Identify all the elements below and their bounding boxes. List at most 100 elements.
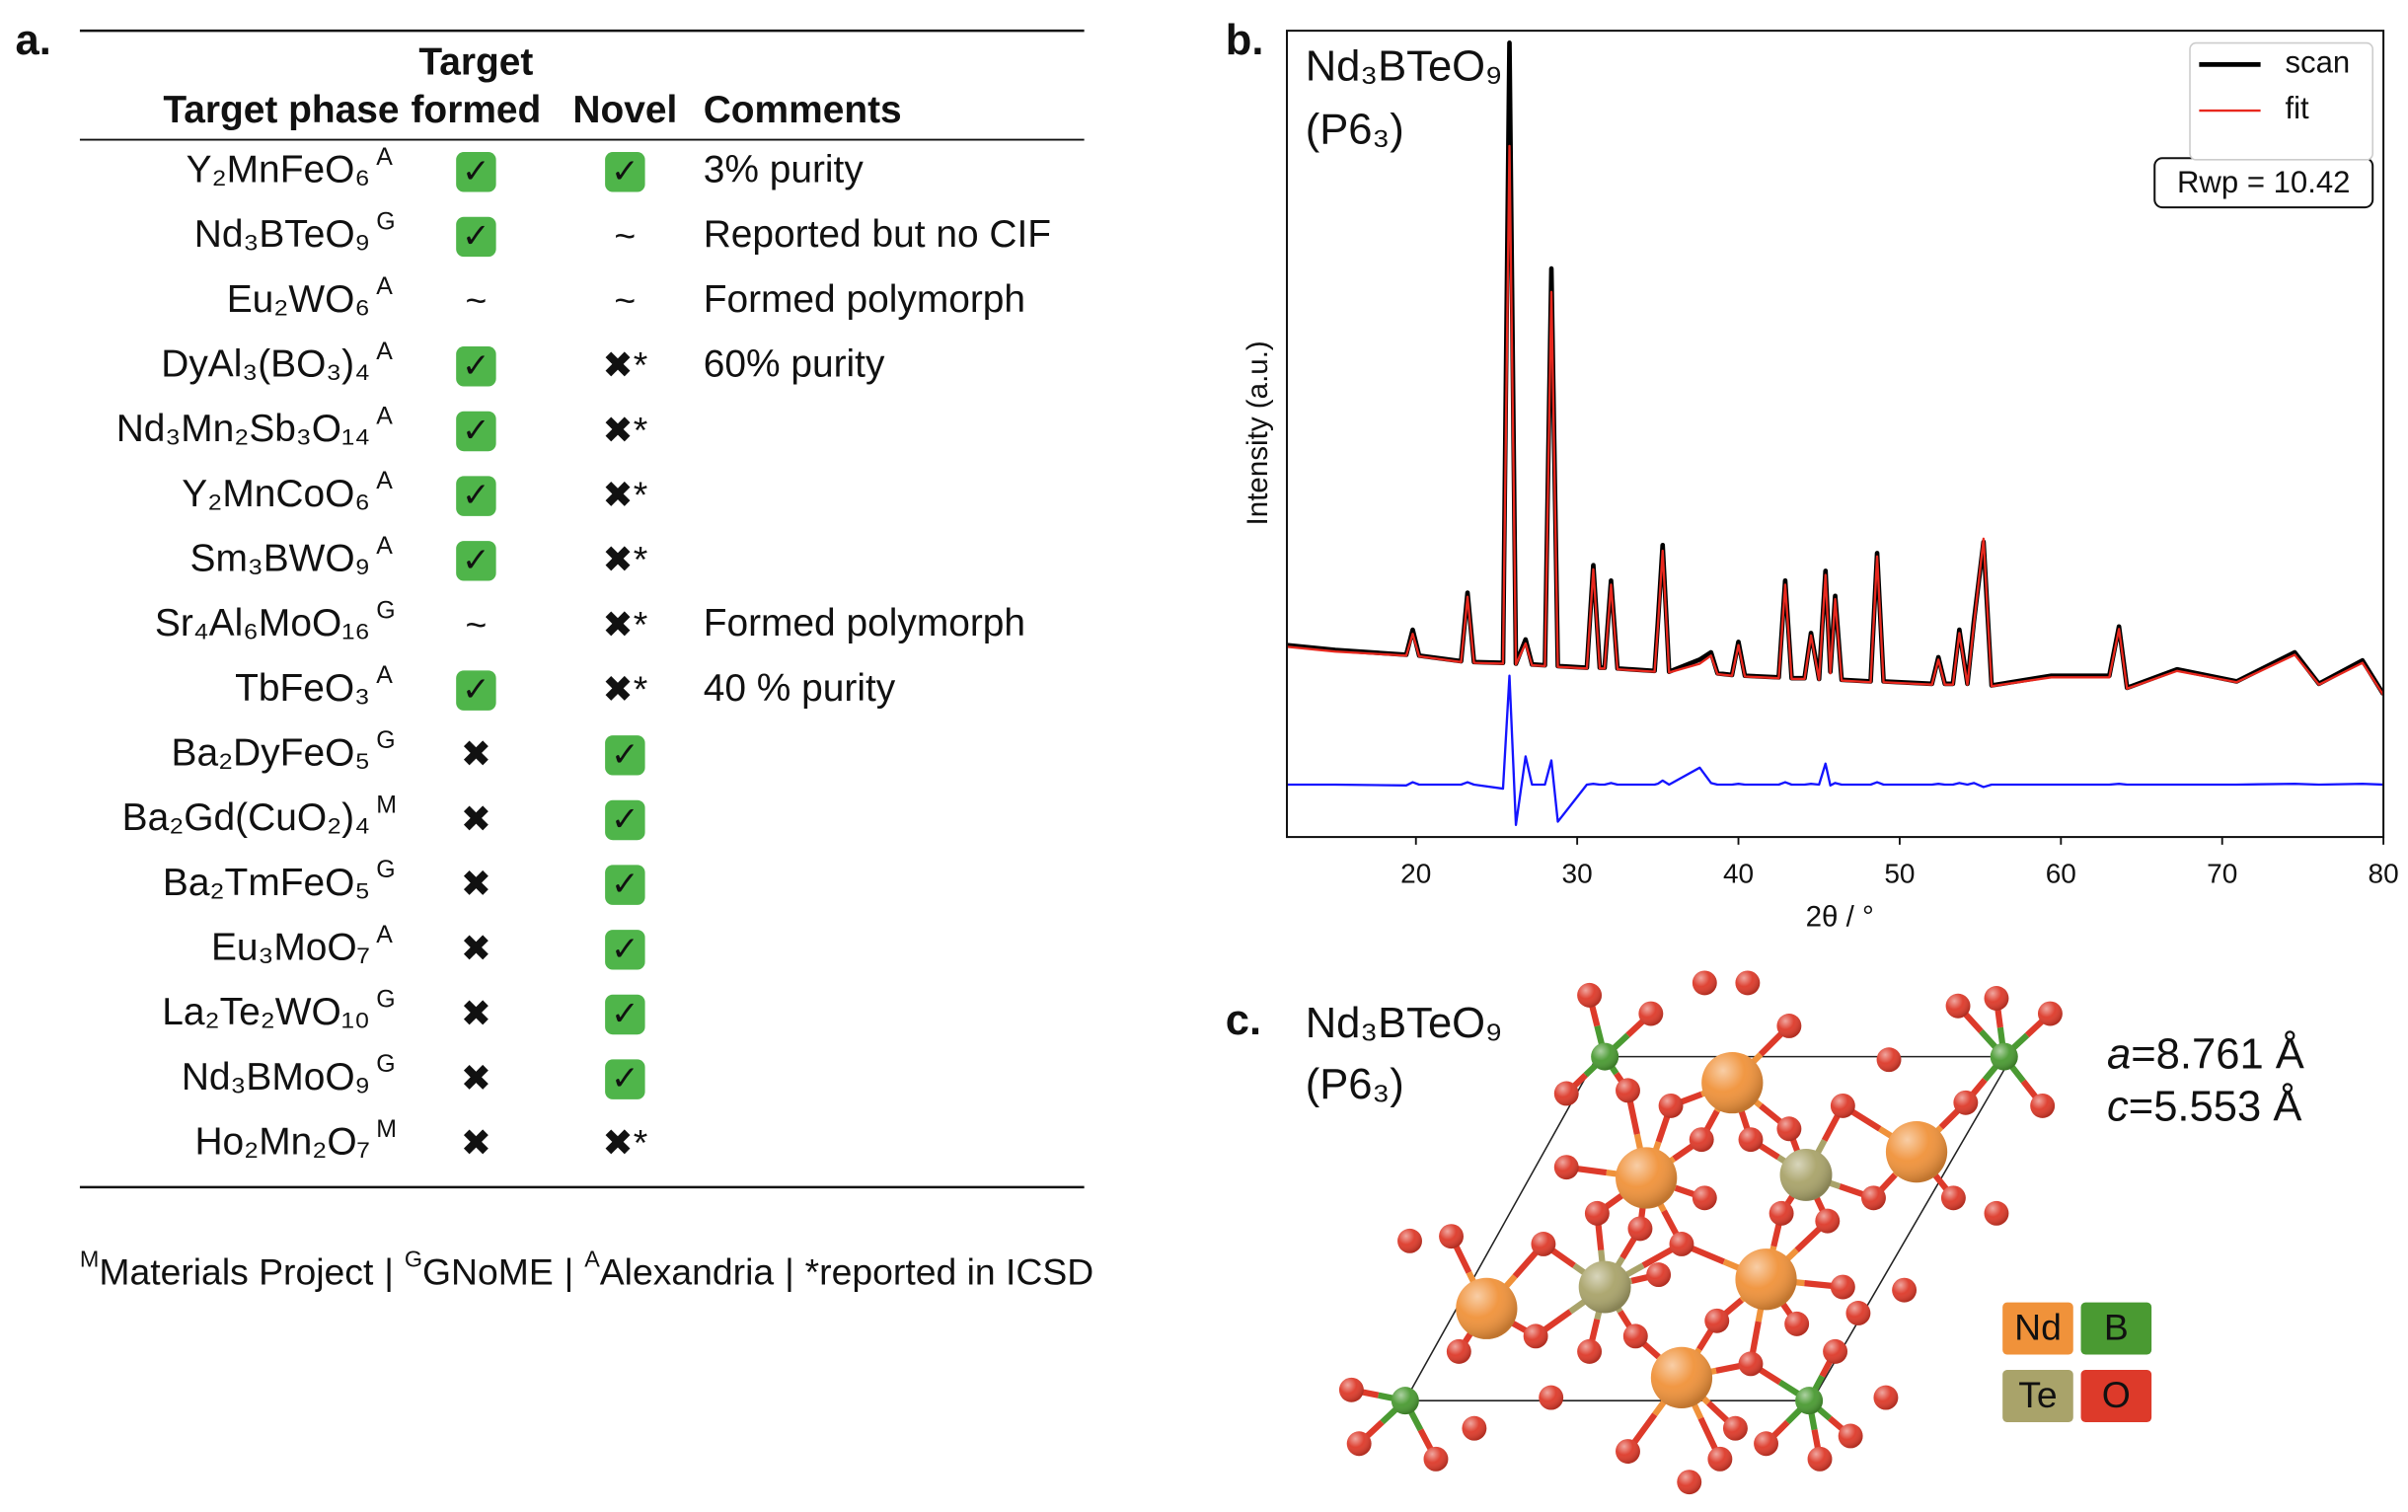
target-phase: Ho₂Mn₂O₇: [194, 1121, 370, 1164]
atom-shade: [1692, 1185, 1717, 1211]
atom-shade: [1784, 1311, 1810, 1336]
source-marker: A: [376, 921, 393, 948]
status: ✓: [611, 153, 640, 190]
x-axis-label: 2θ / °: [1806, 900, 1874, 933]
atom-shade: [1658, 1093, 1684, 1118]
element-label: B: [2104, 1306, 2129, 1347]
lattice-symbol: a: [2107, 1030, 2131, 1078]
comment: 60% purity: [704, 343, 885, 386]
panel-label: b.: [1226, 17, 1264, 64]
legend-label: fit: [2286, 91, 2310, 125]
atom-shade: [1423, 1446, 1449, 1472]
atom-shade: [1397, 1228, 1422, 1253]
lattice-parameter: a=8.761 Å: [2107, 1029, 2304, 1078]
chart-subtitle: (P6₃): [1306, 106, 1404, 153]
atom-shade: [1627, 1216, 1653, 1242]
structure-title: Nd₃BTeO₉: [1306, 1000, 1503, 1047]
footnote-sup: A: [584, 1247, 600, 1272]
check-box: [605, 930, 645, 970]
target-phase: Nd₃Mn₂Sb₃O₁₄: [116, 408, 370, 450]
source-marker: M: [376, 792, 397, 819]
element-swatch: [2080, 1302, 2152, 1355]
source-marker: A: [376, 272, 393, 300]
comment: 40 % purity: [704, 667, 896, 710]
atom-shade: [1776, 1014, 1802, 1038]
plot-frame: [1286, 30, 2385, 839]
lattice-parameter: c=5.553 Å: [2107, 1082, 2301, 1130]
footnote-text: Materials Project: [99, 1250, 374, 1292]
source-marker: A: [376, 467, 393, 494]
atom-shade: [1823, 1338, 1848, 1364]
footnote-text: Alexandria: [600, 1250, 775, 1292]
atom-shade: [1523, 1323, 1548, 1349]
target-phase: Y₂MnCoO₆: [182, 473, 370, 515]
check-box: [605, 735, 645, 776]
x-tick-label: 80: [2369, 858, 2399, 888]
atom-shade: [1616, 1078, 1640, 1103]
x-tick-label: 40: [1723, 858, 1754, 888]
atom-shade: [1738, 1351, 1764, 1377]
status: ✓: [462, 153, 490, 190]
footnote-separator: |: [785, 1250, 794, 1292]
source-marker: M: [376, 1115, 397, 1143]
legend-label: scan: [2286, 45, 2351, 80]
x-tick-label: 70: [2207, 858, 2237, 888]
atom-shade: [1984, 986, 2009, 1011]
atom-shade: [1677, 1470, 1702, 1495]
footnote-separator: |: [384, 1250, 394, 1292]
status: ✓: [462, 413, 490, 450]
atom-shade: [1754, 1431, 1778, 1457]
check-box: [605, 799, 645, 841]
atom-shade: [1646, 1262, 1672, 1288]
atom-shade: [1650, 1346, 1713, 1408]
element-legend: Nd B Te O: [2002, 1302, 2152, 1422]
unit-cell: [1403, 1055, 2013, 1401]
check-box: [605, 994, 645, 1035]
atom-shade: [1346, 1431, 1372, 1457]
series-line: [1287, 674, 2384, 827]
atom-shade: [1830, 1093, 1855, 1118]
atom-shade: [1539, 1385, 1564, 1410]
target-phase: Ba₂DyFeO₅: [172, 732, 370, 775]
atom-shade: [1722, 1415, 1748, 1441]
element-swatch: [2002, 1370, 2073, 1422]
annotation: Rwp = 10.42: [2177, 165, 2351, 199]
status: ✓: [611, 736, 640, 774]
target-phase: Ba₂TmFeO₅: [163, 862, 370, 904]
atom-shade: [1692, 970, 1717, 996]
lattice-symbol: c: [2107, 1083, 2129, 1130]
element-label: Te: [2018, 1374, 2057, 1415]
source-marker: A: [376, 143, 393, 171]
target-phase: Sr₄Al₆MoO₁₆: [155, 602, 370, 644]
atom-shade: [1553, 1155, 1579, 1180]
target-phase: Eu₂WO₆: [227, 278, 370, 321]
x-tick-label: 20: [1400, 858, 1431, 888]
column-header: formed: [411, 89, 541, 131]
source-marker: A: [376, 532, 393, 560]
atom-shade: [2030, 1093, 2056, 1118]
atom-shade: [1885, 1120, 1948, 1183]
panel-label: c.: [1226, 997, 1261, 1044]
footnote: MMaterials Project | GGNoME | AAlexandria | *r…: [80, 1247, 1093, 1293]
check-box: [456, 476, 496, 516]
atom-shade: [1531, 1232, 1556, 1256]
status: ✖: [461, 992, 491, 1033]
atom-shade: [2037, 1001, 2063, 1026]
check-box: [456, 411, 496, 452]
status: ✖*: [602, 409, 647, 450]
atom-shade: [1338, 1377, 1364, 1402]
atom-shade: [1845, 1301, 1871, 1325]
atom-shade: [1553, 1081, 1579, 1106]
atom-shade: [1578, 1260, 1631, 1314]
element-swatch: [2002, 1302, 2073, 1355]
status: ✖*: [602, 603, 647, 644]
chart-title: Nd₃BTeO₉: [1306, 43, 1503, 91]
atom-shade: [1391, 1387, 1419, 1415]
y-axis-label: Intensity (a.u.): [1242, 340, 1274, 525]
atom-shade: [1815, 1208, 1841, 1234]
panel-label: a.: [16, 17, 51, 64]
atom-shade: [1945, 993, 1971, 1019]
xrd-chart: Nd₃BTeO₉ (P6₃) 2θ / ° Intensity (a.u.) R…: [1242, 30, 2399, 933]
atom-shade: [1738, 1127, 1764, 1153]
